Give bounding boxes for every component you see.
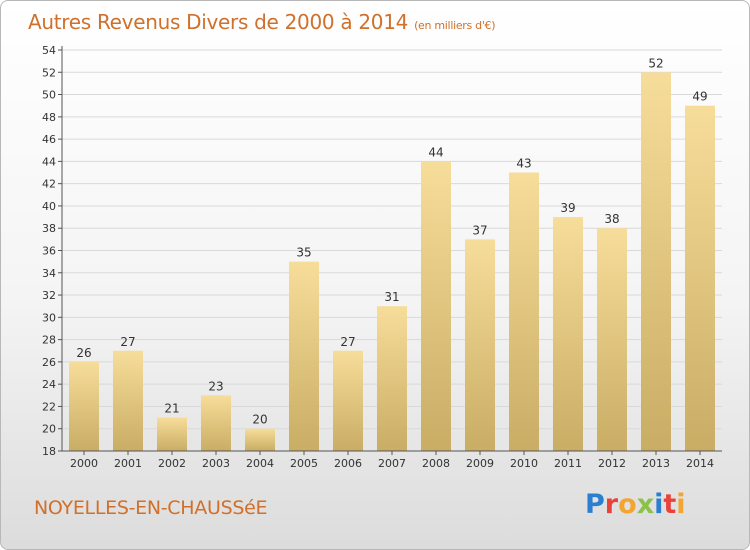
- data-label-2002: 21: [164, 402, 179, 416]
- bar-2011: [553, 217, 583, 451]
- data-label-2007: 31: [384, 290, 399, 304]
- y-tick-label-48: 48: [42, 111, 56, 124]
- x-tick-label-2010: 2010: [510, 457, 538, 470]
- logo-letter: t: [663, 489, 677, 520]
- x-tick-label-2012: 2012: [598, 457, 626, 470]
- x-tick-label-2000: 2000: [70, 457, 98, 470]
- x-tick-label-2004: 2004: [246, 457, 274, 470]
- data-label-2008: 44: [428, 145, 443, 159]
- bar-2013: [641, 72, 671, 452]
- logo-letter: r: [604, 489, 619, 520]
- logo-letter: o: [618, 489, 637, 520]
- x-tick-label-2003: 2003: [202, 457, 230, 470]
- x-tick-label-2005: 2005: [290, 457, 318, 470]
- data-label-2012: 38: [604, 212, 619, 226]
- bar-2002: [157, 417, 187, 451]
- y-tick-label-36: 36: [42, 245, 56, 258]
- x-tick-label-2002: 2002: [158, 457, 186, 470]
- chart-title: Autres Revenus Divers de 2000 à 2014 (en …: [28, 10, 496, 34]
- x-tick-label-2013: 2013: [642, 457, 670, 470]
- data-label-2009: 37: [472, 223, 487, 237]
- y-tick-label-40: 40: [42, 200, 56, 213]
- logo-letter: i: [654, 489, 664, 520]
- y-tick-label-52: 52: [42, 66, 56, 79]
- y-tick-label-42: 42: [42, 178, 56, 191]
- y-tick-label-30: 30: [42, 311, 56, 324]
- data-label-2000: 26: [76, 346, 91, 360]
- y-tick-label-18: 18: [42, 445, 56, 458]
- data-label-2005: 35: [296, 246, 311, 260]
- logo-letter: P: [585, 489, 605, 520]
- chart-title-text: Autres Revenus Divers de 2000 à 2014: [28, 10, 409, 34]
- data-label-2011: 39: [560, 201, 575, 215]
- logo-letter: i: [676, 489, 686, 520]
- x-tick-label-2001: 2001: [114, 457, 142, 470]
- bar-2012: [597, 228, 627, 451]
- bar-2005: [289, 261, 319, 451]
- data-label-2010: 43: [516, 157, 531, 171]
- bar-2001: [113, 350, 143, 451]
- data-label-2001: 27: [120, 335, 135, 349]
- y-tick-label-26: 26: [42, 356, 56, 369]
- y-tick-label-54: 54: [42, 44, 56, 57]
- data-label-2004: 20: [252, 413, 267, 427]
- proxiti-logo: Proxiti: [585, 489, 686, 520]
- data-label-2003: 23: [208, 379, 223, 393]
- commune-name: NOYELLES-EN-CHAUSSéE: [34, 497, 268, 519]
- x-tick-label-2008: 2008: [422, 457, 450, 470]
- x-tick-label-2007: 2007: [378, 457, 406, 470]
- bar-2010: [509, 172, 539, 451]
- bar-2007: [377, 306, 407, 451]
- y-tick-label-34: 34: [42, 267, 56, 280]
- y-tick-label-44: 44: [42, 155, 56, 168]
- data-label-2014: 49: [692, 90, 707, 104]
- bar-2000: [69, 361, 99, 451]
- chart-subtitle: (en milliers d'€): [414, 19, 496, 32]
- bar-2006: [333, 350, 363, 451]
- logo-letter: x: [636, 489, 655, 520]
- y-tick-label-24: 24: [42, 378, 56, 391]
- bar-2009: [465, 239, 495, 451]
- y-tick-label-50: 50: [42, 89, 56, 102]
- y-tick-label-38: 38: [42, 222, 56, 235]
- x-tick-label-2011: 2011: [554, 457, 582, 470]
- bar-2008: [421, 161, 451, 451]
- x-tick-label-2009: 2009: [466, 457, 494, 470]
- x-tick-label-2014: 2014: [686, 457, 714, 470]
- y-tick-label-20: 20: [42, 423, 56, 436]
- y-tick-label-46: 46: [42, 133, 56, 146]
- bar-2014: [685, 105, 715, 451]
- y-tick-label-22: 22: [42, 400, 56, 413]
- data-label-2006: 27: [340, 335, 355, 349]
- data-label-2013: 52: [648, 56, 663, 70]
- bar-2003: [201, 395, 231, 451]
- x-tick-label-2006: 2006: [334, 457, 362, 470]
- bar-2004: [245, 428, 275, 451]
- y-tick-label-32: 32: [42, 289, 56, 302]
- y-tick-label-28: 28: [42, 334, 56, 347]
